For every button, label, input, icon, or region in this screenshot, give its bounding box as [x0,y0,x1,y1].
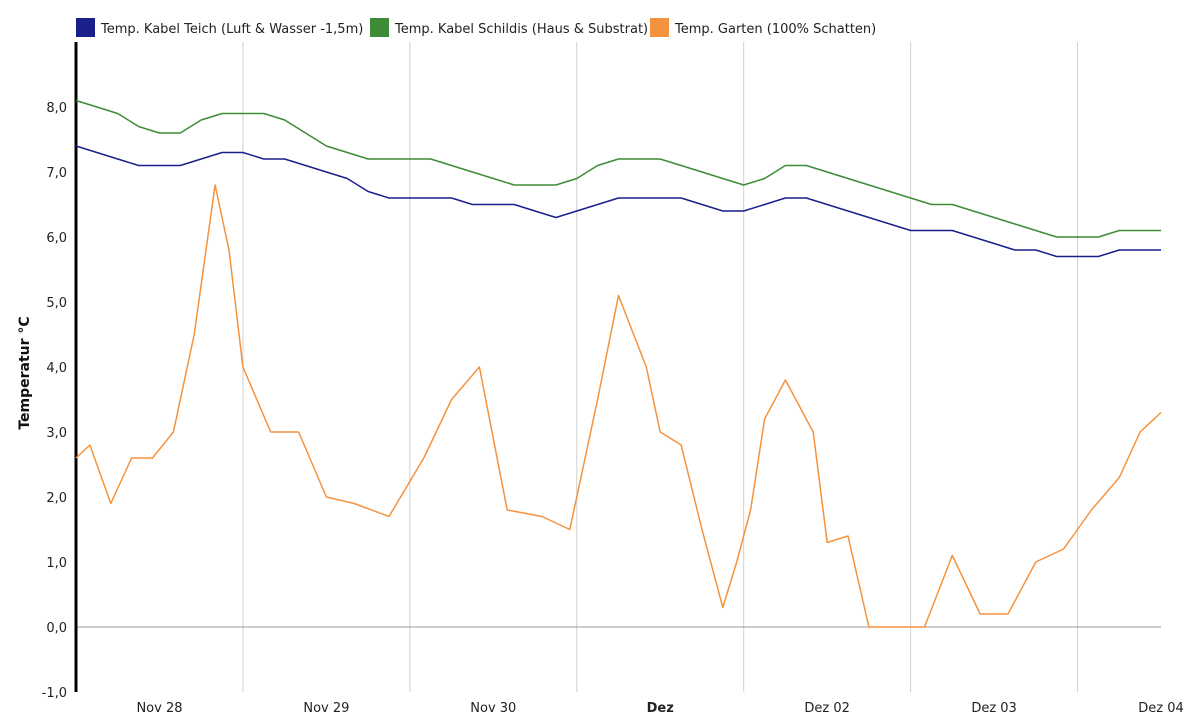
x-tick-label: Dez [647,701,674,716]
y-tick-label: 7,0 [46,166,67,181]
legend-swatch [76,18,95,37]
y-tick-label: 1,0 [46,556,67,571]
axis-layer: -1,0 0,0 1,0 2,0 3,0 4,0 5,0 6,0 7,0 8,0 Nov 28 Nov… [42,42,1184,716]
y-tick-label: 0,0 [46,621,67,636]
legend-label: Temp. Kabel Schildis (Haus & Substrat) [394,22,648,37]
x-tick-label: Dez 03 [971,701,1017,716]
x-tick-label: Dez 02 [804,701,850,716]
x-tick-label: Nov 30 [470,701,516,716]
x-tick-label: Nov 28 [136,701,182,716]
series-layer [75,99,1162,628]
y-tick-label: 5,0 [46,296,67,311]
legend-swatch [650,18,669,37]
legend-label: Temp. Kabel Teich (Luft & Wasser -1,5m) [100,22,363,37]
series-line-2 [75,99,1161,238]
series-line-3 [75,184,1162,628]
legend-swatch [370,18,389,37]
x-tick-label: Nov 29 [303,701,349,716]
legend-label: Temp. Garten (100% Schatten) [674,22,876,37]
y-tick-label: 3,0 [46,426,67,441]
y-axis-title: Temperatur °C [17,316,33,429]
x-tick-label: Dez 04 [1138,701,1184,716]
y-tick-label: 8,0 [46,101,67,116]
legend-item-1[interactable]: Temp. Kabel Teich (Luft & Wasser -1,5m) [76,18,363,37]
legend-item-2[interactable]: Temp. Kabel Schildis (Haus & Substrat) [370,18,648,37]
legend-item-3[interactable]: Temp. Garten (100% Schatten) [650,18,876,37]
y-tick-label: 6,0 [46,231,67,246]
y-tick-label: 4,0 [46,361,67,376]
grid-layer [76,42,1161,692]
series-line-1 [75,145,1161,258]
y-tick-label: -1,0 [42,686,67,701]
legend[interactable]: Temp. Kabel Teich (Luft & Wasser -1,5m) T… [76,18,876,37]
y-tick-label: 2,0 [46,491,67,506]
